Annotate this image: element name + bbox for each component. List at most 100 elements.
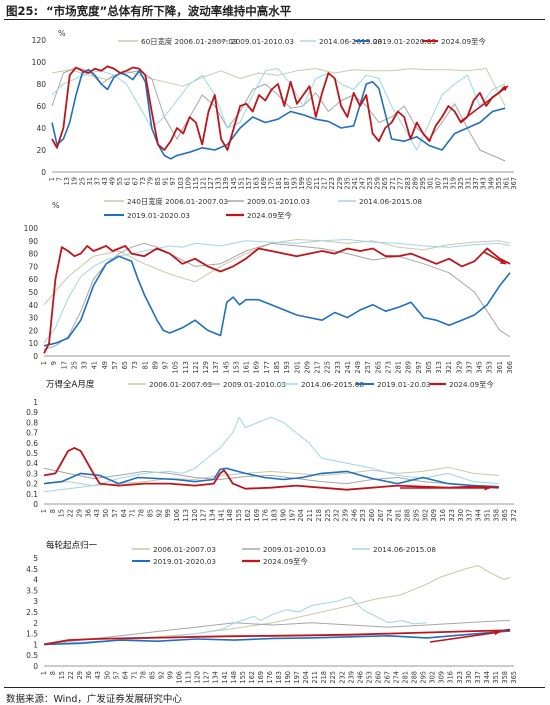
chart-monthly-volatility: 万得全A月度 2006.01-2007.03 2009.01-2010.03 2014… bbox=[26, 379, 518, 522]
x-tick-label: 201 bbox=[293, 361, 301, 374]
x-tick-label: 225 bbox=[329, 671, 337, 684]
x-tick-label: 316 bbox=[447, 671, 455, 684]
legend-label: 2024.09至今 bbox=[449, 380, 494, 389]
x-tick-label: 8 bbox=[49, 509, 57, 513]
x-tick-label: 161 bbox=[243, 361, 251, 374]
y-tick-label: 2.5 bbox=[26, 608, 38, 617]
x-tick-label: 205 bbox=[306, 177, 314, 190]
x-tick-label: 36 bbox=[84, 509, 92, 517]
x-tick-label: 8 bbox=[49, 671, 57, 675]
x-tick-label: 22 bbox=[67, 509, 75, 517]
y-tick-label: 30 bbox=[28, 314, 38, 323]
trend-arrow-head bbox=[484, 485, 490, 491]
y-tick-label: 4.5 bbox=[26, 565, 38, 574]
y-tick-label: 2 bbox=[33, 619, 38, 628]
y-tick-label: 3.5 bbox=[26, 586, 38, 595]
x-tick-label: 148 bbox=[230, 671, 238, 684]
y-tick-label: 0.2 bbox=[26, 480, 38, 489]
y-tick-label: 1 bbox=[33, 640, 38, 649]
x-tick-label: 9 bbox=[50, 361, 58, 365]
x-tick-label: 301 bbox=[427, 177, 435, 190]
legend-label: 2014.06-2015.08 bbox=[373, 545, 436, 554]
series-line-2 bbox=[43, 242, 511, 351]
y-tick-label: 80 bbox=[28, 250, 38, 259]
x-tick-label: 247 bbox=[359, 177, 367, 190]
bottom-rule bbox=[4, 687, 545, 689]
x-tick-label: 120 bbox=[191, 509, 199, 522]
x-tick-label: 129 bbox=[202, 361, 210, 374]
trend-arrow-head bbox=[494, 630, 500, 636]
x-tick-label: 169 bbox=[253, 509, 261, 522]
y-tick-label: 50 bbox=[28, 288, 38, 297]
x-tick-label: 211 bbox=[313, 177, 321, 190]
x-tick-label: 50 bbox=[102, 509, 110, 517]
series-line-2 bbox=[43, 620, 511, 645]
x-tick-label: 176 bbox=[266, 671, 274, 684]
x-tick-label: 181 bbox=[275, 177, 283, 190]
x-tick-label: 176 bbox=[262, 509, 270, 522]
x-tick-label: 259 bbox=[374, 177, 382, 190]
x-tick-label: 91 bbox=[162, 177, 170, 185]
series-line-3 bbox=[51, 68, 506, 151]
x-tick-label: 145 bbox=[222, 361, 230, 374]
x-tick-label: 358 bbox=[492, 509, 500, 522]
x-tick-label: 57 bbox=[111, 509, 119, 517]
y-tick-label: 20 bbox=[36, 146, 46, 155]
x-tick-label: 295 bbox=[420, 671, 428, 684]
x-tick-label: 233 bbox=[334, 361, 342, 374]
x-tick-label: 331 bbox=[465, 177, 473, 190]
x-tick-label: 355 bbox=[495, 177, 503, 190]
x-tick-label: 246 bbox=[350, 509, 358, 522]
x-tick-label: 61 bbox=[124, 177, 132, 185]
x-tick-label: 349 bbox=[487, 177, 495, 190]
chart-title: 万得全A月度 bbox=[46, 379, 95, 390]
figure-number: 图25: bbox=[6, 4, 39, 18]
x-tick-label: 281 bbox=[402, 671, 410, 684]
x-tick-label: 155 bbox=[239, 671, 247, 684]
x-tick-label: 253 bbox=[366, 177, 374, 190]
top-rule bbox=[4, 19, 545, 21]
x-tick-label: 239 bbox=[347, 671, 355, 684]
x-tick-label: 297 bbox=[415, 361, 423, 374]
x-tick-label: 97 bbox=[169, 177, 177, 185]
x-tick-label: 121 bbox=[192, 361, 200, 374]
legend-label: 240日宽度 2006.01-2007.03 bbox=[127, 197, 228, 206]
x-tick-label: 197 bbox=[293, 671, 301, 684]
legend-label: 60日宽度 2006.01-2007.03 bbox=[141, 37, 238, 46]
x-tick-label: 141 bbox=[221, 671, 229, 684]
x-tick-label: 197 bbox=[288, 509, 296, 522]
y-tick-label: 4 bbox=[33, 576, 38, 585]
y-tick-label: 10 bbox=[28, 339, 38, 348]
x-tick-label: 133 bbox=[215, 177, 223, 190]
y-tick-label: 0.5 bbox=[26, 449, 38, 458]
x-tick-label: 190 bbox=[284, 671, 292, 684]
x-tick-label: 337 bbox=[465, 361, 473, 374]
x-tick-label: 351 bbox=[483, 509, 491, 522]
x-tick-label: 253 bbox=[365, 671, 373, 684]
legend-label: 2009.01-2010.03 bbox=[263, 545, 326, 554]
legend-label: 2006.01-2007.03 bbox=[149, 380, 212, 389]
x-tick-label: 67 bbox=[131, 177, 139, 185]
x-tick-label: 218 bbox=[320, 671, 328, 684]
y-tick-label: 1.5 bbox=[26, 630, 38, 639]
x-tick-label: 257 bbox=[364, 361, 372, 374]
x-tick-label: 103 bbox=[177, 177, 185, 190]
x-tick-label: 361 bbox=[502, 177, 510, 190]
x-tick-label: 29 bbox=[75, 509, 83, 517]
x-tick-label: 241 bbox=[344, 361, 352, 374]
x-tick-label: 105 bbox=[172, 361, 180, 374]
x-tick-label: 232 bbox=[333, 509, 341, 522]
y-tick-label: 40 bbox=[28, 301, 38, 310]
x-tick-label: 345 bbox=[476, 361, 484, 374]
y-tick-label: 0 bbox=[33, 500, 38, 509]
x-tick-label: 127 bbox=[207, 177, 215, 190]
x-tick-label: 49 bbox=[109, 177, 117, 185]
x-tick-label: 329 bbox=[455, 361, 463, 374]
legend-label: 2009.01-2010.03 bbox=[231, 37, 294, 46]
x-tick-label: 267 bbox=[377, 509, 385, 522]
x-tick-label: 223 bbox=[328, 177, 336, 190]
x-tick-label: 289 bbox=[412, 177, 420, 190]
y-tick-label: 60 bbox=[36, 102, 46, 111]
legend-label: 2009.01-2010.03 bbox=[223, 380, 286, 389]
x-tick-label: 330 bbox=[465, 671, 473, 684]
